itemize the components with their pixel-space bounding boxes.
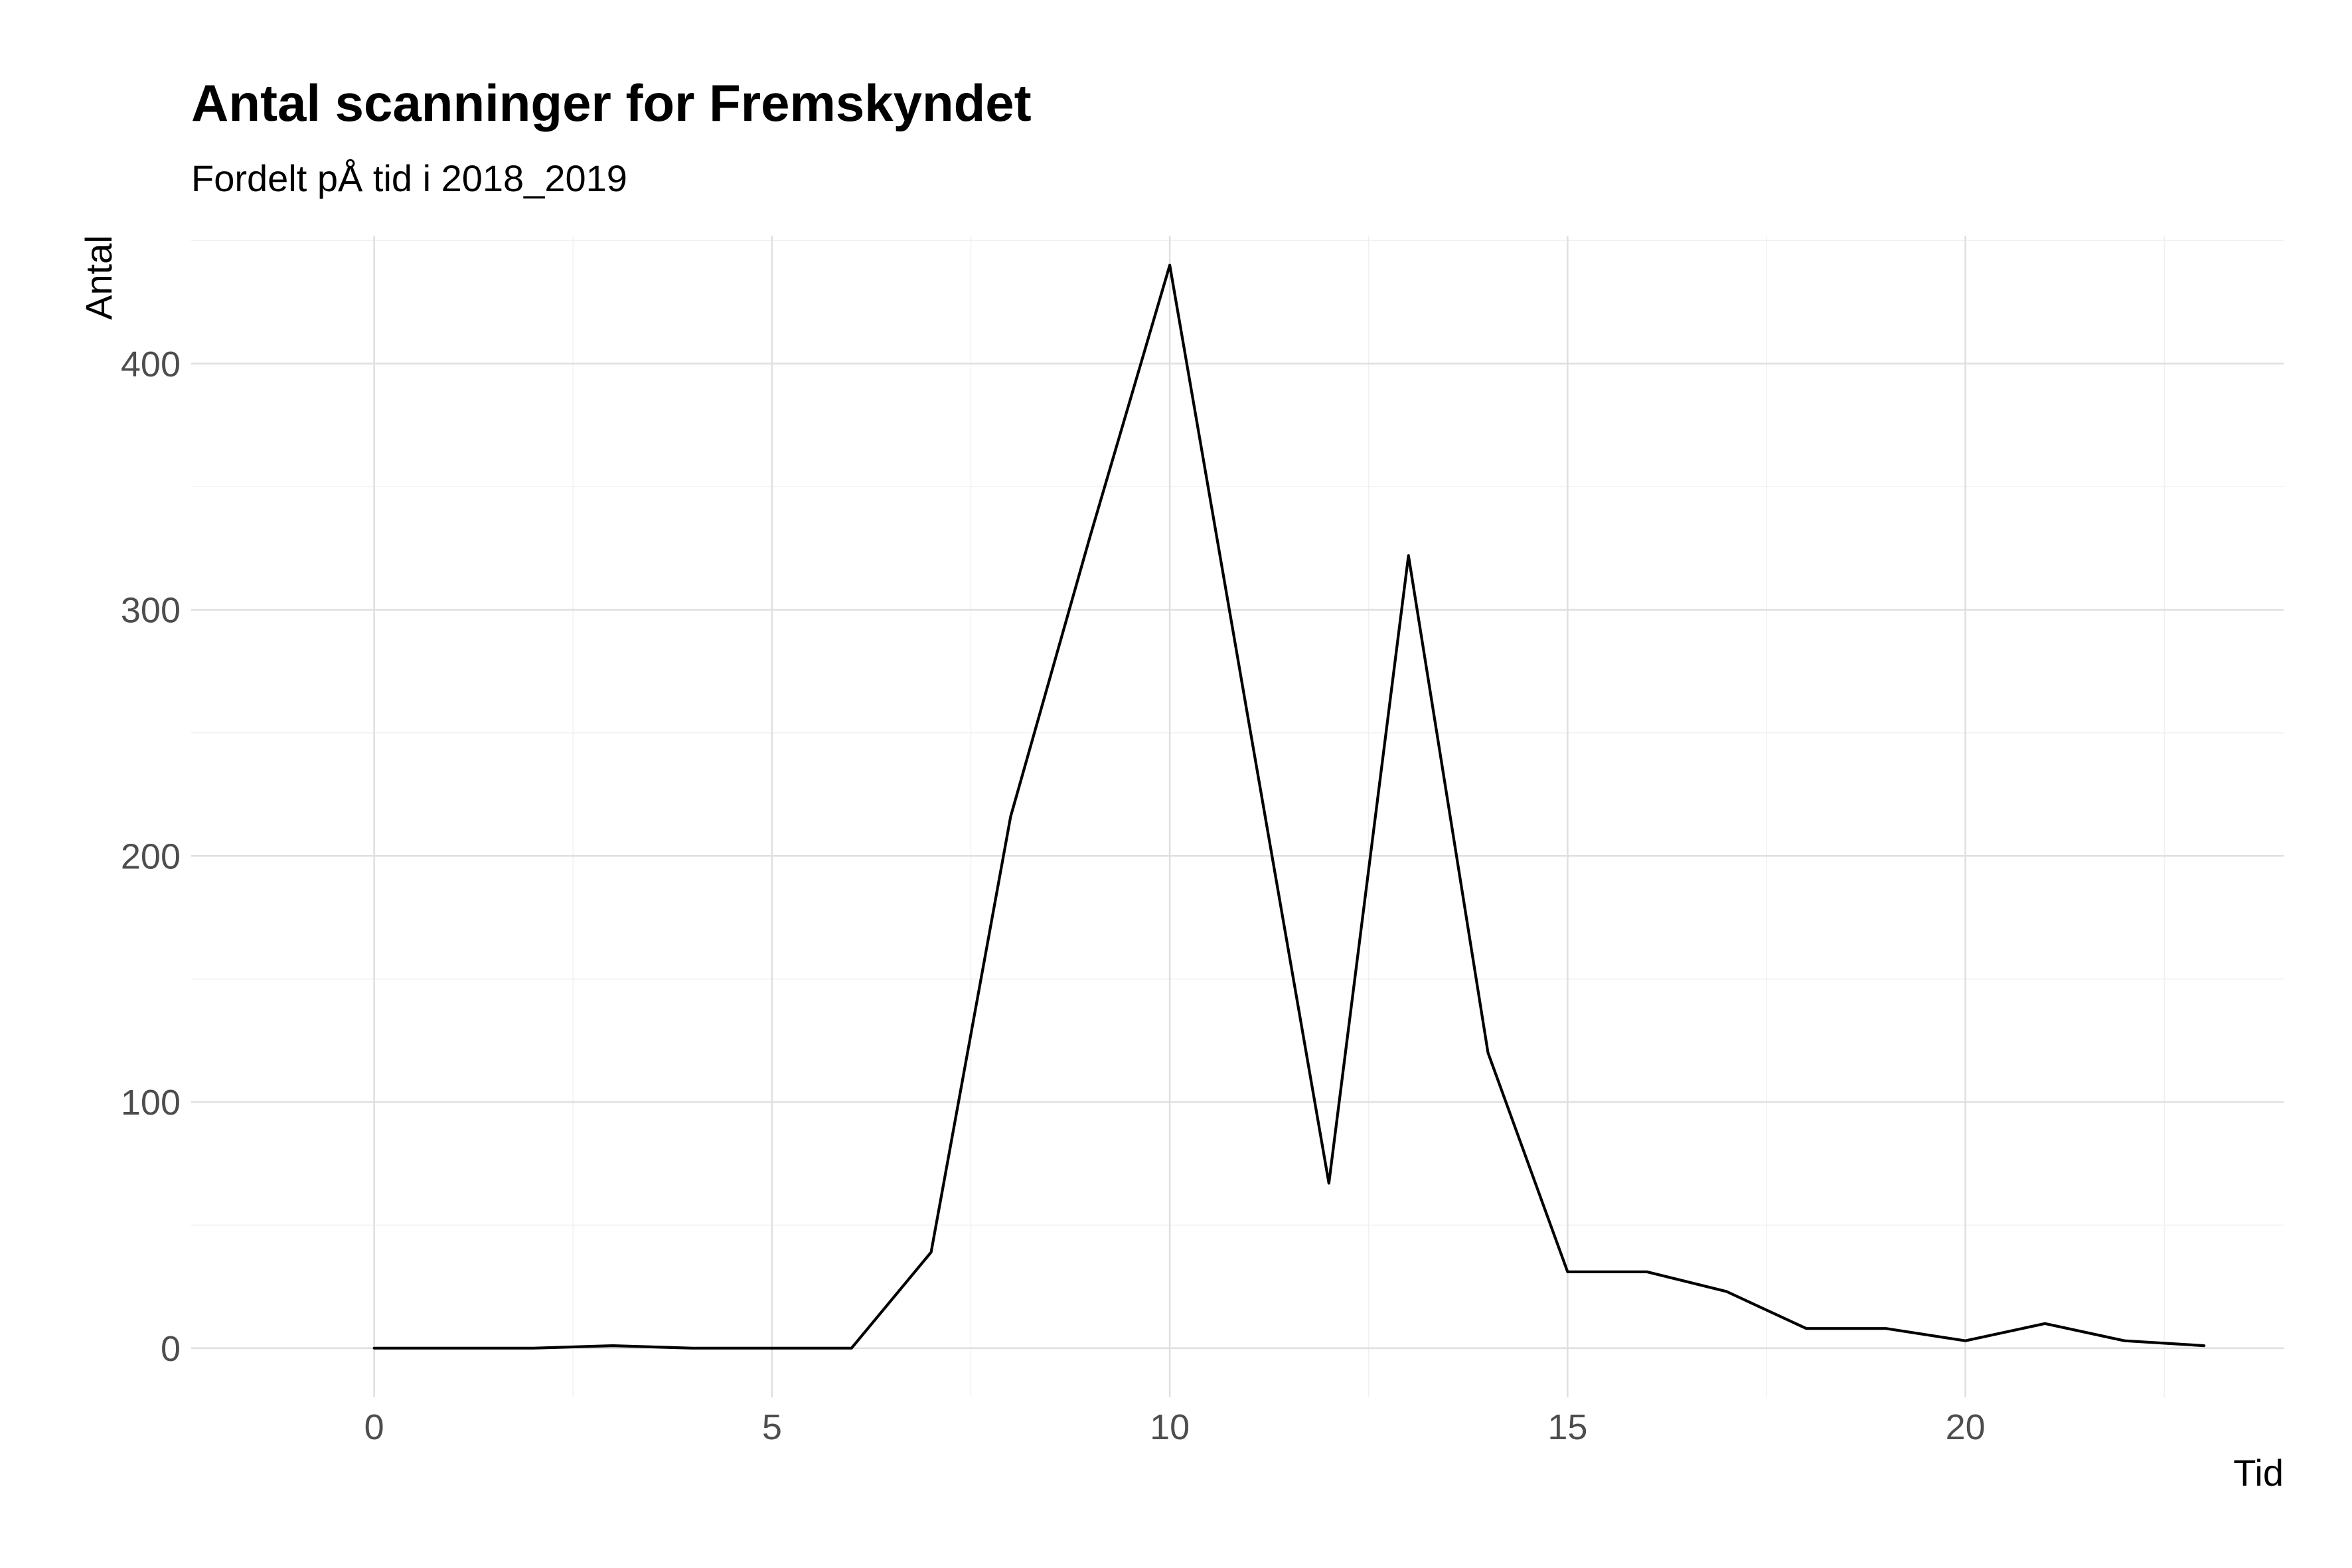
y-tick-label: 300 (121, 591, 181, 631)
x-tick-label: 15 (1547, 1407, 1587, 1447)
series-line (372, 264, 2206, 1350)
x-tick-label: 0 (364, 1407, 384, 1447)
y-axis-tick-labels: 0 100 200 300 400 (121, 345, 181, 1369)
x-axis-title: Tid (2233, 1452, 2284, 1494)
major-gridlines (191, 236, 2284, 1397)
y-axis-title: Antal (78, 235, 119, 320)
y-tick-label: 200 (121, 836, 181, 876)
chart-title: Antal scanninger for Fremskyndet (191, 74, 1032, 132)
y-tick-label: 400 (121, 345, 181, 384)
x-axis-tick-labels: 0 5 10 15 20 (364, 1407, 1986, 1447)
chart-subtitle: Fordelt pÅ tid i 2018_2019 (191, 157, 627, 199)
y-tick-label: 100 (121, 1083, 181, 1123)
y-tick-label: 0 (161, 1329, 181, 1369)
minor-gridlines (191, 236, 2284, 1397)
x-tick-label: 10 (1150, 1407, 1190, 1447)
x-tick-label: 20 (1946, 1407, 1986, 1447)
series-group (372, 264, 2206, 1350)
x-tick-label: 5 (762, 1407, 782, 1447)
